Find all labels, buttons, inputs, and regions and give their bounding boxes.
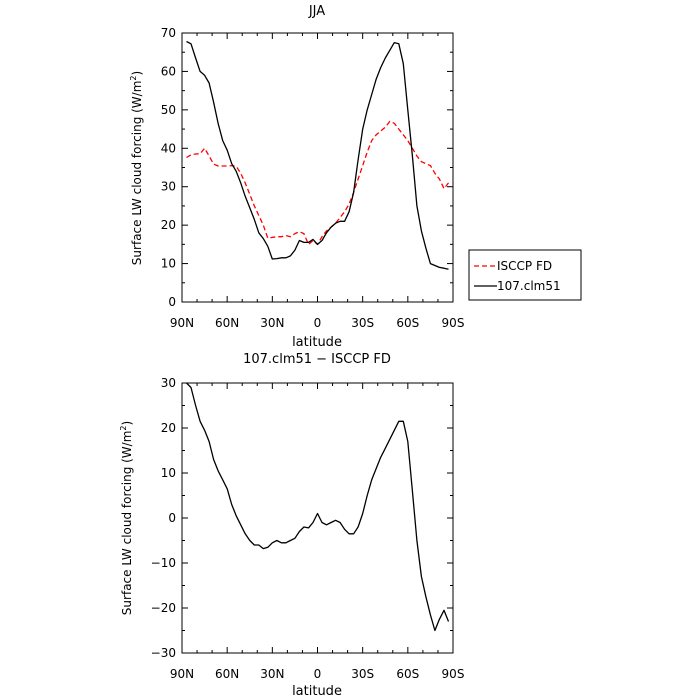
y-tick-label: 30: [161, 376, 176, 390]
top-y-axis-label-close: ): [130, 71, 144, 76]
top-plot-frame: [181, 32, 454, 303]
legend-box: [468, 249, 582, 301]
y-tick-label: 30: [161, 180, 176, 194]
x-tick-label: 90N: [170, 667, 194, 681]
y-tick-label: −30: [151, 646, 176, 660]
series-line-107-clm51: [186, 40, 449, 270]
bottom-plot-frame: [181, 382, 454, 654]
y-tick-label: 70: [161, 26, 176, 40]
x-tick-label: 60S: [396, 316, 419, 330]
top-y-axis-label-main: Surface LW cloud forcing (W/m: [130, 81, 144, 266]
y-tick-label: 60: [161, 64, 176, 78]
x-tick-label: 0: [314, 316, 322, 330]
top-y-axis-label: Surface LW cloud forcing (W/m2): [129, 71, 144, 265]
y-tick-label: 40: [161, 141, 176, 155]
x-tick-label: 90S: [442, 316, 465, 330]
y-tick-label: −20: [151, 601, 176, 615]
x-tick-label: 30S: [351, 316, 374, 330]
y-tick-label: 0: [168, 295, 176, 309]
bottom-axis-ticks: [181, 382, 454, 654]
x-tick-label: 30S: [351, 667, 374, 681]
y-tick-label: −10: [151, 556, 176, 570]
y-tick-label: 10: [161, 257, 176, 271]
top-y-axis-label-sup: 2: [129, 76, 138, 81]
x-tick-label: 30N: [260, 316, 284, 330]
bottom-y-axis-label-sup: 2: [119, 426, 128, 431]
top-x-axis-label: latitude: [292, 335, 342, 350]
legend: ISCCP FD 107.clm51: [468, 249, 582, 301]
x-tick-label: 60N: [215, 316, 239, 330]
series-line-isccp-fd: [186, 120, 450, 246]
bottom-x-tick-labels: 90N 60N 30N 0 30S 60S 90S: [170, 667, 465, 681]
top-series-lines: [186, 40, 450, 270]
bottom-y-tick-labels: −30 −20 −10 0 10 20 30: [151, 376, 176, 660]
x-tick-label: 90N: [170, 316, 194, 330]
legend-label-107-clm51: 107.clm51: [497, 279, 561, 293]
x-tick-label: 30N: [260, 667, 284, 681]
x-tick-label: 60N: [215, 667, 239, 681]
bottom-series-lines: [186, 382, 450, 632]
y-tick-label: 10: [161, 466, 176, 480]
x-tick-label: 90S: [442, 667, 465, 681]
bottom-y-axis-label: Surface LW cloud forcing (W/m2): [119, 421, 134, 615]
top-panel-jja: JJA 90N 60N 30N 0 30S 60S 90S 010203040506070 …: [129, 4, 464, 350]
bottom-y-axis-label-close: ): [120, 421, 134, 426]
y-tick-label: 0: [168, 511, 176, 525]
top-axis-ticks: [181, 32, 454, 303]
y-tick-label: 50: [161, 103, 176, 117]
bottom-panel-difference: 107.clm51 − ISCCP FD 90N 60N 30N 0 30S 60S 90S…: [119, 352, 464, 699]
bottom-x-axis-label: latitude: [292, 684, 342, 699]
top-x-tick-labels: 90N 60N 30N 0 30S 60S 90S: [170, 316, 465, 330]
top-y-tick-labels: 0 10 20 30 40 50 60 70: [161, 26, 176, 309]
series-line-difference: [186, 382, 450, 632]
y-tick-label: 20: [161, 218, 176, 232]
bottom-y-axis-label-main: Surface LW cloud forcing (W/m: [120, 431, 134, 616]
y-tick-label: 20: [161, 421, 176, 435]
x-tick-label: 0: [314, 667, 322, 681]
top-chart-title: JJA: [308, 4, 325, 19]
bottom-chart-title: 107.clm51 − ISCCP FD: [243, 352, 391, 367]
x-tick-label: 60S: [396, 667, 419, 681]
legend-label-isccp-fd: ISCCP FD: [497, 259, 552, 273]
